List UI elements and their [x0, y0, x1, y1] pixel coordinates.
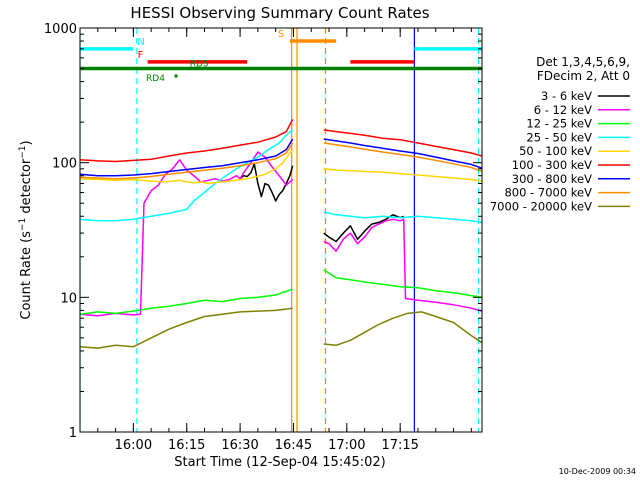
series-line-50-100-kev-part-0: [80, 149, 294, 185]
y-axis: 1 10 100 1000: [44, 22, 482, 441]
flag-mark-rd5: [185, 67, 189, 71]
legend-item-800-7000-kev: 800 - 7000 keV: [504, 186, 630, 200]
y-tick-label-1000: 1000: [44, 22, 77, 37]
legend-item-25-50-kev: 25 - 50 keV: [526, 130, 630, 144]
y-tick-label-10: 10: [60, 291, 77, 306]
legend-item-300-800-kev: 300 - 800 keV: [512, 172, 630, 186]
legend-item-7000-20000-kev: 7000 - 20000 keV: [490, 199, 630, 213]
y-axis-label-exp2: −1: [18, 145, 28, 158]
y-axis-label-mid: detector: [19, 158, 34, 218]
series-line-25-50-kev-part-0: [80, 129, 294, 222]
series-line-300-800-kev-part-1: [323, 138, 482, 169]
plot-area: NF S RD5 RD4: [80, 28, 482, 432]
legend-item-3-6-kev: 3 - 6 keV: [541, 89, 630, 103]
series-line-100-300-kev-part-1: [323, 129, 482, 157]
y-tick-label-100: 100: [52, 157, 77, 172]
series-line-800-7000-kev-part-1: [323, 142, 482, 173]
series-line-6-12-kev-part-1: [323, 218, 482, 312]
legend-label: 7000 - 20000 keV: [490, 199, 592, 213]
legend-label: 800 - 7000 keV: [504, 186, 592, 200]
legend-header-line-1: Det 1,3,4,5,6,9,: [536, 55, 630, 69]
y-axis-label-exp1: −1: [18, 218, 28, 231]
legend-header-line-2: FDecim 2, Att 0: [537, 69, 630, 83]
legend-label: 12 - 25 keV: [526, 117, 592, 131]
y-axis-label: Count Rate (s−1 detector−1): [18, 140, 34, 319]
y-tick-label-1: 1: [69, 426, 77, 441]
x-tick-label-16-15: 16:15: [168, 438, 205, 453]
legend-item-6-12-kev: 6 - 12 keV: [534, 103, 630, 117]
legend-item-100-300-kev: 100 - 300 keV: [512, 158, 630, 172]
flag-label-f: F: [138, 50, 144, 61]
y-axis-label-main: Count Rate (s: [19, 231, 34, 320]
legend-label: 50 - 100 keV: [519, 144, 592, 158]
x-tick-label-17-15: 17:15: [381, 438, 418, 453]
x-axis-label: Start Time (12-Sep-04 15:45:02): [174, 455, 385, 470]
x-tick-label-16-30: 16:30: [221, 438, 258, 453]
series-line-25-50-kev-part-1: [323, 211, 482, 224]
flag-mark-label-rd5: RD5: [190, 60, 209, 70]
series-line-100-300-kev-part-0: [80, 118, 294, 163]
series-line-50-100-kev-part-1: [323, 168, 482, 182]
x-tick-label-16-00: 16:00: [115, 438, 152, 453]
series-line-7000-20000-kev-part-0: [80, 307, 293, 349]
plot-content: NF S RD5 RD4: [80, 28, 482, 432]
series-line-12-25-kev-part-1: [323, 269, 482, 299]
flag-label-s: S: [278, 29, 284, 40]
series-line-12-25-kev-part-0: [80, 288, 293, 315]
series-line-7000-20000-kev-part-1: [323, 311, 482, 347]
plot-frame: [79, 27, 483, 433]
series-line-300-800-kev-part-0: [80, 138, 294, 177]
legend-item-12-25-kev: 12 - 25 keV: [526, 117, 630, 131]
y-axis-label-end: ): [19, 140, 34, 145]
series-line-3-6-kev-part-0: [239, 163, 294, 202]
legend-label: 300 - 800 keV: [512, 172, 592, 186]
flag-label-n: N: [137, 37, 144, 48]
legend-label: 3 - 6 keV: [541, 89, 592, 103]
series-line-800-7000-kev-part-0: [80, 142, 294, 180]
x-axis: 16:00 16:15 16:30 16:45 17:00 17:15: [97, 28, 472, 453]
footer-timestamp: 10-Dec-2009 00:34: [559, 467, 636, 476]
legend-label: 100 - 300 keV: [512, 158, 592, 172]
legend: Det 1,3,4,5,6,9, FDecim 2, Att 0 3 - 6 k…: [490, 55, 630, 213]
x-tick-label-16-45: 16:45: [275, 438, 312, 453]
flag-mark-rd4: [174, 74, 178, 78]
x-tick-label-17-00: 17:00: [328, 438, 365, 453]
flag-mark-label-rd4: RD4: [146, 74, 165, 84]
legend-item-50-100-kev: 50 - 100 keV: [519, 144, 630, 158]
legend-label: 25 - 50 keV: [526, 130, 592, 144]
chart-title: HESSI Observing Summary Count Rates: [130, 4, 429, 22]
series-line-3-6-kev-part-1: [323, 214, 404, 243]
legend-label: 6 - 12 keV: [534, 103, 592, 117]
